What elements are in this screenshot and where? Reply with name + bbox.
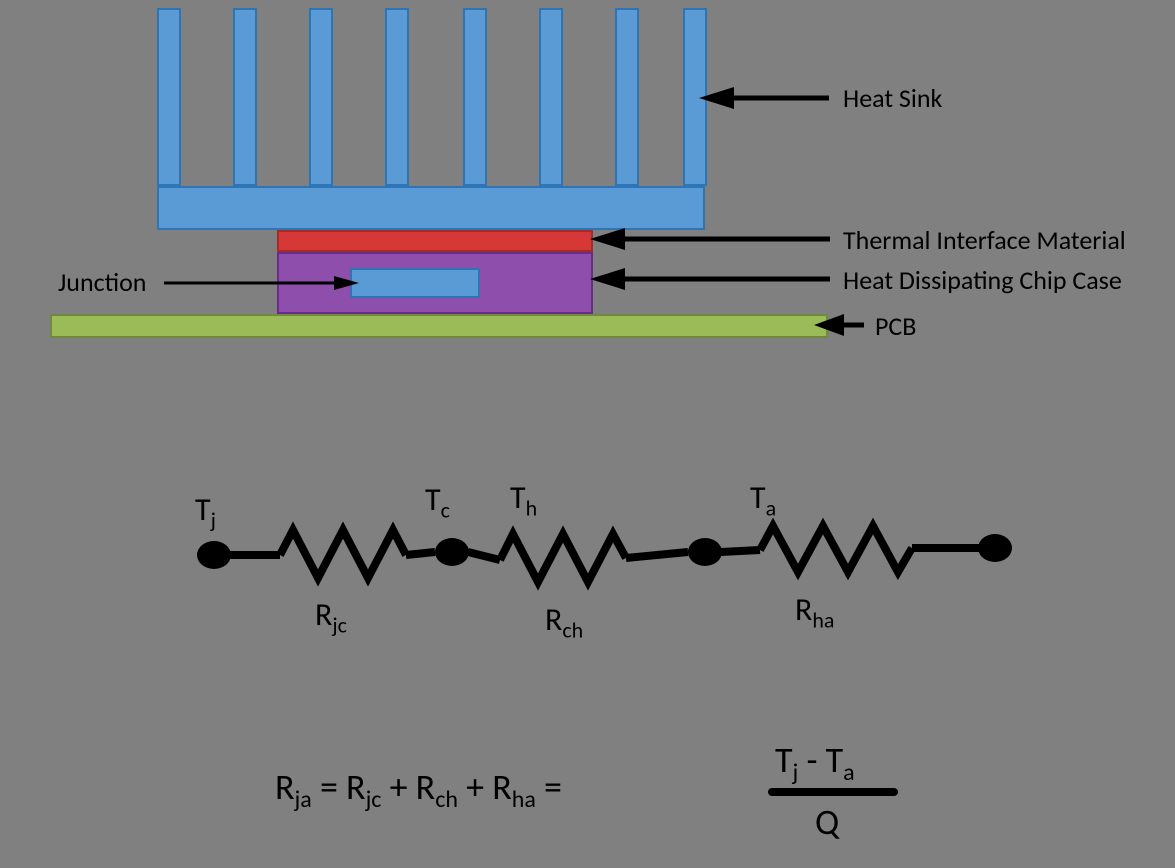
heatsink-arrow-icon bbox=[699, 85, 839, 115]
heatsink-fin-3 bbox=[309, 8, 333, 186]
chipcase-label: Heat Dissipating Chip Case bbox=[843, 264, 1122, 296]
tim-arrow-icon bbox=[590, 226, 840, 256]
th-label: Th bbox=[510, 478, 537, 521]
rha-label: Rha bbox=[795, 590, 834, 633]
heatsink-base bbox=[157, 186, 705, 230]
junction bbox=[350, 268, 480, 298]
pcb-label: PCB bbox=[875, 310, 916, 342]
rch-label: Rch bbox=[545, 600, 583, 643]
tim bbox=[277, 230, 593, 252]
pcb bbox=[50, 314, 828, 338]
tim-label: Thermal Interface Material bbox=[843, 224, 1126, 256]
heatsink-fin-4 bbox=[385, 8, 409, 186]
equation-denominator: Q bbox=[815, 800, 839, 844]
ta-label: Ta bbox=[750, 478, 776, 521]
chipcase-arrow-icon bbox=[590, 266, 840, 296]
junction-arrow-icon bbox=[164, 271, 364, 295]
tc-label: Tc bbox=[425, 480, 450, 523]
heatsink-fin-5 bbox=[463, 8, 487, 186]
equation-numerator: Tj - Ta bbox=[775, 738, 855, 787]
rjc-label: Rjc bbox=[315, 595, 347, 638]
heatsink-fin-2 bbox=[233, 8, 257, 186]
heatsink-fin-7 bbox=[615, 8, 639, 186]
thermal-circuit-icon bbox=[190, 510, 1020, 600]
heatsink-label: Heat Sink bbox=[843, 82, 942, 114]
junction-label: Junction bbox=[58, 266, 146, 298]
heatsink-fin-1 bbox=[157, 8, 181, 186]
tj-label: Tj bbox=[195, 490, 216, 533]
heatsink-fin-6 bbox=[539, 8, 563, 186]
fraction-bar bbox=[768, 788, 898, 796]
pcb-arrow-icon bbox=[814, 312, 874, 342]
